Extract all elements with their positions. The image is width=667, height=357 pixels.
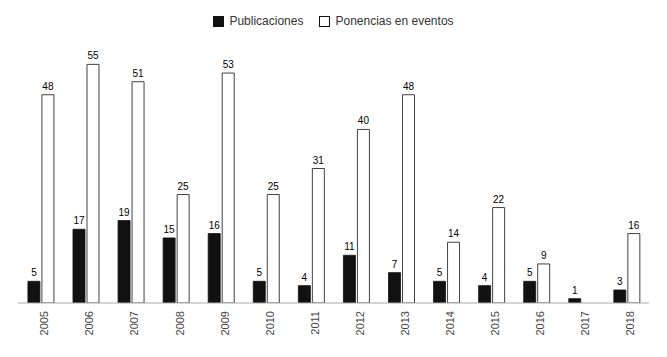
svg-text:2017: 2017 [579, 311, 591, 335]
svg-text:4: 4 [482, 272, 488, 283]
svg-text:7: 7 [392, 259, 398, 270]
svg-text:2012: 2012 [354, 311, 366, 335]
svg-text:48: 48 [403, 81, 415, 92]
svg-text:22: 22 [493, 194, 505, 205]
svg-text:15: 15 [164, 224, 176, 235]
svg-text:25: 25 [268, 181, 280, 192]
svg-text:1: 1 [572, 285, 578, 296]
svg-text:55: 55 [87, 50, 99, 61]
svg-text:48: 48 [42, 81, 54, 92]
svg-text:2013: 2013 [399, 311, 411, 335]
svg-text:2007: 2007 [128, 311, 140, 335]
svg-text:9: 9 [541, 250, 547, 261]
svg-text:25: 25 [178, 181, 190, 192]
svg-text:2006: 2006 [83, 311, 95, 335]
svg-text:5: 5 [527, 267, 533, 278]
svg-text:16: 16 [209, 220, 221, 231]
svg-text:40: 40 [358, 115, 370, 126]
svg-text:4: 4 [302, 272, 308, 283]
svg-text:2016: 2016 [534, 311, 546, 335]
svg-text:31: 31 [313, 155, 325, 166]
svg-text:2008: 2008 [174, 311, 186, 335]
svg-text:2014: 2014 [444, 311, 456, 335]
svg-text:2018: 2018 [624, 311, 636, 335]
svg-text:2009: 2009 [219, 311, 231, 335]
svg-text:11: 11 [344, 241, 355, 252]
svg-text:2015: 2015 [489, 311, 501, 335]
svg-text:2010: 2010 [264, 311, 276, 335]
svg-text:17: 17 [73, 215, 85, 226]
html-text:Ponencias en eventos: Ponencias en eventos [335, 14, 454, 28]
svg-text:3: 3 [617, 276, 623, 287]
svg-text:5: 5 [31, 267, 37, 278]
svg-text:16: 16 [628, 220, 640, 231]
svg-text:2011: 2011 [309, 311, 321, 335]
html-text:Publicaciones: Publicaciones [229, 14, 304, 28]
svg-text:14: 14 [448, 228, 460, 239]
svg-text:5: 5 [256, 267, 262, 278]
svg-text:5: 5 [437, 267, 443, 278]
svg-text:19: 19 [118, 207, 130, 218]
svg-text:53: 53 [223, 59, 235, 70]
svg-text:51: 51 [132, 68, 144, 79]
svg-text:2005: 2005 [38, 311, 50, 335]
